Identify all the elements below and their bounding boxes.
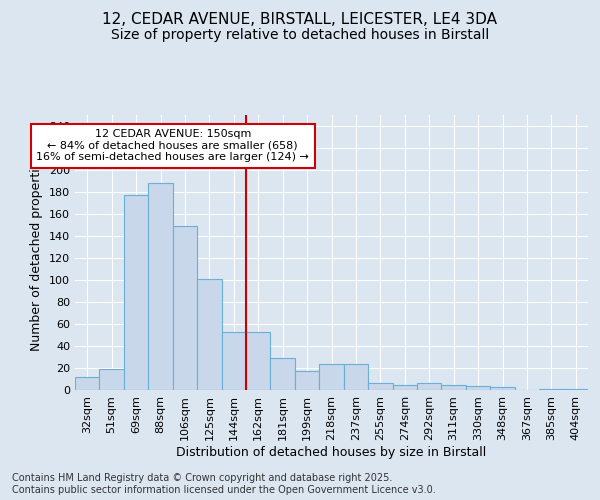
Text: 12 CEDAR AVENUE: 150sqm
← 84% of detached houses are smaller (658)
16% of semi-d: 12 CEDAR AVENUE: 150sqm ← 84% of detache… <box>36 130 309 162</box>
Bar <box>368 384 392 390</box>
Bar <box>319 364 344 390</box>
Bar <box>173 226 197 390</box>
Bar <box>271 358 295 390</box>
Bar <box>539 389 563 390</box>
Text: Size of property relative to detached houses in Birstall: Size of property relative to detached ho… <box>111 28 489 42</box>
Bar <box>417 384 442 390</box>
Bar <box>442 384 466 390</box>
Bar <box>124 196 148 390</box>
Bar <box>466 386 490 390</box>
Bar <box>221 332 246 390</box>
Text: Contains HM Land Registry data © Crown copyright and database right 2025.
Contai: Contains HM Land Registry data © Crown c… <box>12 474 436 495</box>
Bar <box>75 377 100 390</box>
X-axis label: Distribution of detached houses by size in Birstall: Distribution of detached houses by size … <box>176 446 487 458</box>
Text: 12, CEDAR AVENUE, BIRSTALL, LEICESTER, LE4 3DA: 12, CEDAR AVENUE, BIRSTALL, LEICESTER, L… <box>103 12 497 28</box>
Bar <box>563 389 588 390</box>
Bar <box>392 384 417 390</box>
Bar <box>246 332 271 390</box>
Bar <box>197 279 221 390</box>
Bar <box>148 183 173 390</box>
Bar <box>344 364 368 390</box>
Bar <box>100 369 124 390</box>
Bar <box>490 386 515 390</box>
Bar <box>295 372 319 390</box>
Y-axis label: Number of detached properties: Number of detached properties <box>31 154 43 351</box>
